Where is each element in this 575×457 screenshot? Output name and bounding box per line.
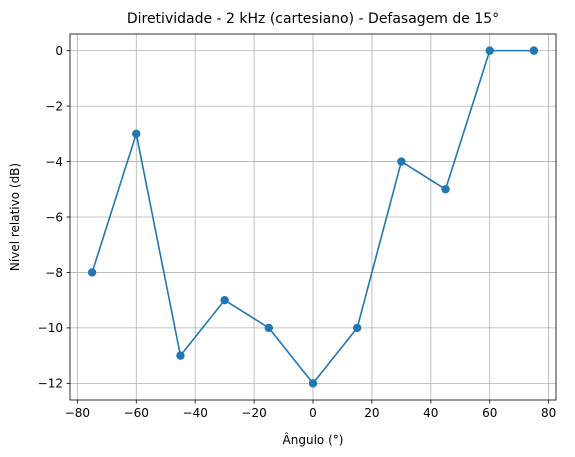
data-point (441, 185, 450, 194)
grid (70, 34, 556, 400)
data-point (397, 157, 406, 166)
series (87, 46, 539, 388)
y-tick-label: −6 (45, 210, 63, 224)
y-axis-title: Nível relativo (dB) (8, 163, 22, 271)
x-axis-ticks: −80 −60 −40 −20 0 20 40 60 80 (65, 400, 556, 420)
x-axis-title: Ângulo (°) (283, 432, 344, 447)
x-tick-label: 80 (541, 406, 556, 420)
data-point (529, 46, 539, 55)
chart-title: Diretividade - 2 kHz (cartesiano) - Defa… (127, 11, 499, 27)
data-point (132, 129, 141, 139)
x-tick-label: 60 (482, 406, 497, 420)
data-point (308, 379, 318, 388)
y-tick-label: −8 (45, 266, 63, 280)
y-tick-label: −2 (45, 99, 63, 113)
data-point (485, 46, 494, 55)
y-tick-label: 0 (55, 44, 63, 58)
y-tick-label: −4 (45, 155, 63, 169)
y-tick-label: −10 (38, 321, 63, 335)
x-tick-label: 20 (364, 406, 379, 420)
x-tick-label: −20 (241, 406, 266, 420)
y-axis-ticks: −12 −10 −8 −6 −4 −2 0 (38, 44, 70, 391)
data-point (176, 351, 185, 360)
y-tick-label: −12 (38, 377, 63, 391)
x-tick-label: 40 (423, 406, 438, 420)
data-point (220, 295, 229, 305)
data-point (264, 323, 274, 333)
data-point (352, 323, 362, 333)
x-tick-label: −40 (183, 406, 208, 420)
x-tick-label: −80 (65, 406, 90, 420)
x-tick-label: 0 (309, 406, 317, 420)
data-point (87, 268, 97, 277)
x-tick-label: −60 (124, 406, 149, 420)
